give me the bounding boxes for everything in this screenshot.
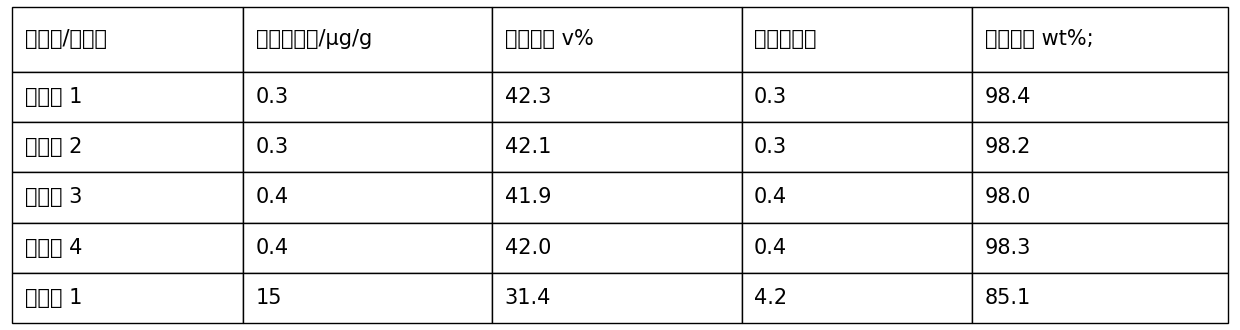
Text: 42.3: 42.3 bbox=[505, 87, 551, 107]
Text: 98.4: 98.4 bbox=[985, 87, 1032, 107]
Bar bbox=[12, 223, 243, 273]
Text: 对比例 1: 对比例 1 bbox=[25, 288, 82, 308]
Text: 42.0: 42.0 bbox=[505, 238, 551, 258]
Bar bbox=[972, 7, 1228, 72]
Bar bbox=[243, 7, 492, 72]
Text: 0.4: 0.4 bbox=[754, 187, 787, 208]
Bar bbox=[742, 7, 972, 72]
Bar bbox=[12, 72, 243, 122]
Bar bbox=[972, 122, 1228, 172]
Bar bbox=[972, 72, 1228, 122]
Text: 实施例 1: 实施例 1 bbox=[25, 87, 82, 107]
Text: 实施例 4: 实施例 4 bbox=[25, 238, 82, 258]
Bar bbox=[243, 273, 492, 323]
Bar bbox=[742, 223, 972, 273]
Text: 烯烃含量 v%: 烯烃含量 v% bbox=[505, 29, 594, 49]
Bar bbox=[492, 7, 742, 72]
Text: 31.4: 31.4 bbox=[505, 288, 551, 308]
Bar bbox=[742, 122, 972, 172]
Bar bbox=[243, 223, 492, 273]
Bar bbox=[492, 273, 742, 323]
Text: 辛烷值损失: 辛烷值损失 bbox=[754, 29, 816, 49]
Text: 实施例/对比例: 实施例/对比例 bbox=[25, 29, 107, 49]
Text: 0.4: 0.4 bbox=[255, 238, 289, 258]
Bar bbox=[243, 122, 492, 172]
Bar bbox=[12, 122, 243, 172]
Bar bbox=[492, 172, 742, 223]
Text: 0.4: 0.4 bbox=[754, 238, 787, 258]
Bar bbox=[12, 273, 243, 323]
Text: 98.2: 98.2 bbox=[985, 137, 1032, 157]
Bar bbox=[243, 72, 492, 122]
Bar bbox=[492, 122, 742, 172]
Text: 0.3: 0.3 bbox=[255, 137, 289, 157]
Text: 0.4: 0.4 bbox=[255, 187, 289, 208]
Bar bbox=[12, 7, 243, 72]
Bar bbox=[12, 172, 243, 223]
Text: 硫醇硫含量/μg/g: 硫醇硫含量/μg/g bbox=[255, 29, 372, 49]
Bar bbox=[742, 72, 972, 122]
Text: 15: 15 bbox=[255, 288, 283, 308]
Text: 实施例 2: 实施例 2 bbox=[25, 137, 82, 157]
Text: 42.1: 42.1 bbox=[505, 137, 551, 157]
Text: 98.3: 98.3 bbox=[985, 238, 1032, 258]
Text: 85.1: 85.1 bbox=[985, 288, 1030, 308]
Text: 4.2: 4.2 bbox=[754, 288, 787, 308]
Bar bbox=[742, 273, 972, 323]
Bar bbox=[243, 172, 492, 223]
Text: 0.3: 0.3 bbox=[754, 137, 787, 157]
Text: 98.0: 98.0 bbox=[985, 187, 1032, 208]
Text: 0.3: 0.3 bbox=[255, 87, 289, 107]
Bar bbox=[492, 72, 742, 122]
Text: 汽油收率 wt%;: 汽油收率 wt%; bbox=[985, 29, 1094, 49]
Bar bbox=[492, 223, 742, 273]
Bar bbox=[972, 273, 1228, 323]
Text: 41.9: 41.9 bbox=[505, 187, 552, 208]
Text: 0.3: 0.3 bbox=[754, 87, 787, 107]
Bar bbox=[742, 172, 972, 223]
Text: 实施例 3: 实施例 3 bbox=[25, 187, 82, 208]
Bar bbox=[972, 223, 1228, 273]
Bar bbox=[972, 172, 1228, 223]
